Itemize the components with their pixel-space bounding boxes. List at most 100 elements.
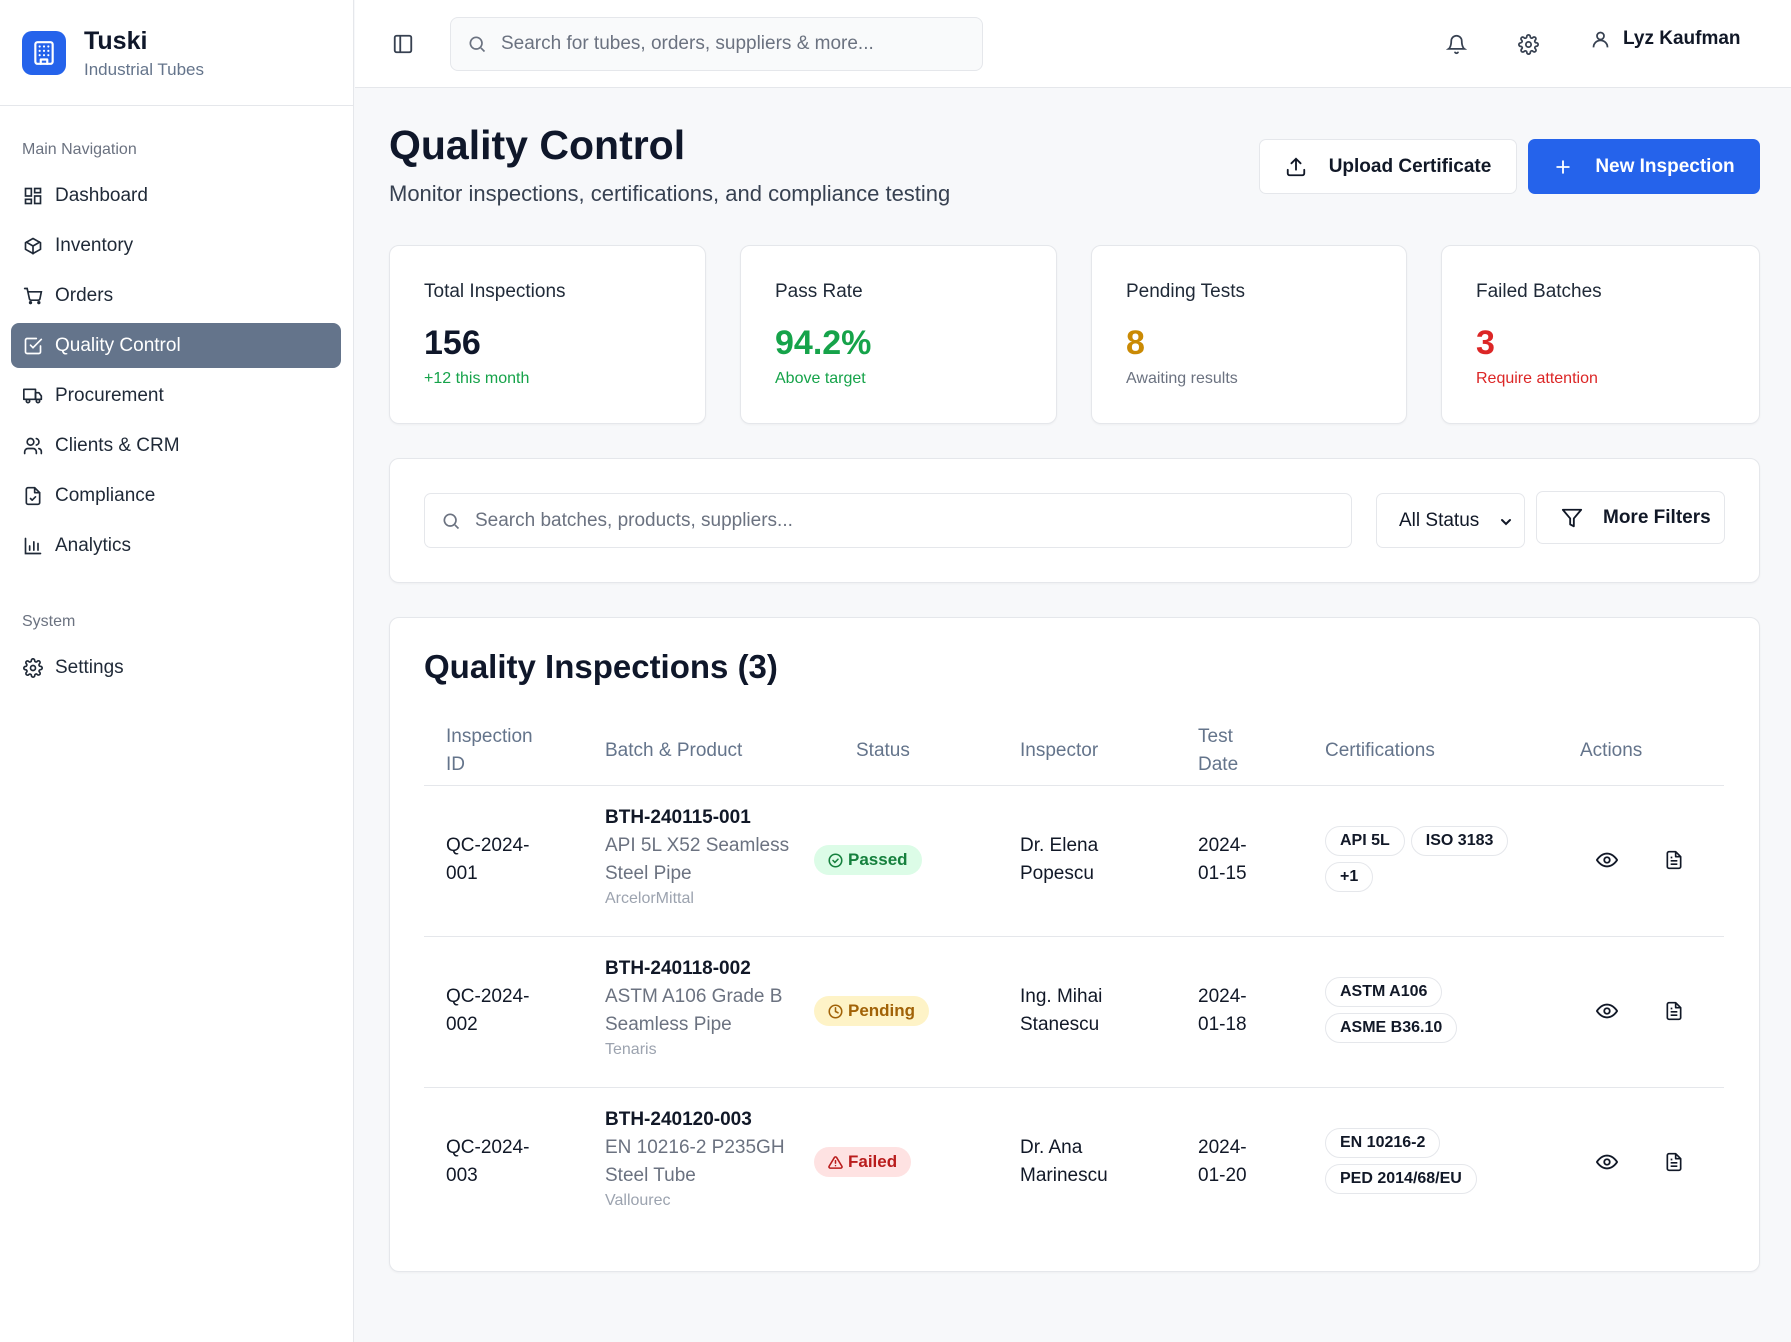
brand: Tuski Industrial Tubes	[0, 0, 353, 106]
cert-badge: ISO 3183	[1410, 826, 1509, 856]
sidebar-item-label: Compliance	[55, 484, 156, 506]
cert-badge: EN 10216-2	[1325, 1128, 1441, 1158]
stat-value: 3	[1476, 324, 1495, 362]
sidebar-item-inventory[interactable]: Inventory	[11, 223, 341, 268]
batch-search-input[interactable]	[475, 509, 1351, 532]
batch-product: BTH-240115-001 API 5L X52 Seamless Steel…	[605, 804, 789, 910]
stat-note: Awaiting results	[1126, 370, 1238, 387]
col-header-status: Status	[856, 740, 910, 761]
cert-badge: PED 2014/68/EU	[1325, 1164, 1477, 1194]
inspections-table-card: Quality Inspections (3) Inspection ID Ba…	[389, 617, 1760, 1272]
sidebar-item-orders[interactable]: Orders	[11, 273, 341, 318]
bar-chart-icon	[24, 537, 42, 554]
global-search-input[interactable]	[501, 33, 982, 55]
stat-note: Require attention	[1476, 370, 1598, 387]
batch-product: BTH-240120-003 EN 10216-2 P235GH Steel T…	[605, 1106, 785, 1212]
col-header-id-line1: Inspection	[446, 726, 533, 747]
status-select[interactable]: All Status	[1376, 493, 1525, 548]
sidebar: Tuski Industrial Tubes Main Navigation D…	[0, 0, 354, 1342]
nav-section-main: Main Navigation	[22, 141, 137, 158]
stat-value: 156	[424, 324, 481, 362]
more-filters-button[interactable]: More Filters	[1536, 491, 1725, 544]
inspector-line2: Stanescu	[1020, 1014, 1100, 1035]
chevron-down-icon	[1501, 519, 1511, 526]
warning-triangle-icon	[828, 1155, 843, 1169]
view-eye-icon[interactable]	[1591, 1146, 1623, 1178]
test-date-line1: 2024-	[1198, 1137, 1247, 1158]
bell-icon[interactable]	[1440, 28, 1472, 60]
view-eye-icon[interactable]	[1591, 844, 1623, 876]
brand-subtitle: Industrial Tubes	[84, 59, 205, 79]
package-icon	[24, 237, 42, 254]
batch-id: BTH-240120-003	[605, 1109, 752, 1130]
stat-card-total: Total Inspections 156 +12 this month	[389, 245, 706, 424]
stat-label: Pending Tests	[1126, 281, 1246, 302]
truck-icon	[23, 388, 43, 403]
inspection-id: QC-2024- 003	[446, 1134, 529, 1190]
col-header-inspector: Inspector	[1020, 740, 1099, 761]
batch-id: BTH-240115-001	[605, 807, 751, 828]
test-date-line2: 01-18	[1198, 1014, 1247, 1035]
document-icon[interactable]	[1658, 844, 1690, 876]
sidebar-item-dashboard[interactable]: Dashboard	[11, 173, 341, 218]
more-filters-label: More Filters	[1603, 506, 1711, 528]
test-date-line2: 01-20	[1198, 1165, 1247, 1186]
cert-badge: ASME B36.10	[1325, 1013, 1458, 1043]
brand-name: Tuski	[84, 26, 148, 55]
gear-icon	[23, 657, 43, 678]
status-badge: Passed	[814, 845, 922, 875]
table-row: QC-2024- 002 BTH-240118-002 ASTM A106 Gr…	[424, 936, 1724, 1087]
supplier-name: Vallourec	[605, 1192, 671, 1209]
new-inspection-button[interactable]: New Inspection	[1528, 139, 1760, 194]
sidebar-item-compliance[interactable]: Compliance	[11, 473, 341, 518]
upload-certificate-label: Upload Certificate	[1328, 155, 1492, 177]
product-name-line1: API 5L X52 Seamless	[605, 835, 790, 856]
sidebar-item-clients[interactable]: Clients & CRM	[11, 423, 341, 468]
inspection-id-line2: 002	[446, 1014, 478, 1035]
test-date: 2024- 01-18	[1198, 983, 1247, 1039]
search-icon	[443, 513, 460, 529]
stat-label: Pass Rate	[775, 281, 863, 302]
topbar: Lyz Kaufman	[355, 0, 1791, 88]
view-eye-icon[interactable]	[1591, 995, 1623, 1027]
sidebar-item-analytics[interactable]: Analytics	[11, 523, 341, 568]
inspector-line2: Popescu	[1020, 863, 1094, 884]
inspector-line1: Ing. Mihai	[1020, 986, 1103, 1007]
settings-gear-icon[interactable]	[1512, 28, 1544, 60]
inspection-id: QC-2024- 002	[446, 983, 529, 1039]
status-text: Pending	[848, 1001, 916, 1020]
sidebar-toggle-icon[interactable]	[387, 28, 419, 60]
sidebar-item-label: Analytics	[55, 534, 132, 556]
inspector: Dr. Elena Popescu	[1020, 832, 1098, 888]
cart-icon	[23, 287, 43, 304]
new-inspection-label: New Inspection	[1595, 155, 1735, 177]
inspector: Ing. Mihai Stanescu	[1020, 983, 1102, 1039]
filter-icon	[1561, 508, 1583, 527]
upload-certificate-button[interactable]: Upload Certificate	[1259, 139, 1517, 194]
sidebar-item-procurement[interactable]: Procurement	[11, 373, 341, 418]
user-menu[interactable]: Lyz Kaufman	[1590, 28, 1741, 50]
status-badge: Pending	[814, 996, 930, 1026]
batch-search	[424, 493, 1352, 548]
inspector-line1: Dr. Elena	[1020, 835, 1099, 856]
certifications: ASTM A106 ASME B36.10	[1325, 977, 1505, 1049]
stat-card-pending: Pending Tests 8 Awaiting results	[1091, 245, 1407, 424]
page-subtitle: Monitor inspections, certifications, and…	[389, 181, 951, 206]
inspector-line1: Dr. Ana	[1020, 1137, 1083, 1158]
col-header-date-line2: Date	[1198, 754, 1239, 775]
global-search	[450, 17, 983, 71]
table-title: Quality Inspections (3)	[424, 648, 778, 685]
product-name-line2: Seamless Pipe	[605, 1014, 732, 1035]
file-check-icon	[25, 486, 41, 505]
status-text: Passed	[848, 850, 908, 869]
cert-badge-more[interactable]: +1	[1325, 862, 1374, 892]
sidebar-item-settings[interactable]: Settings	[11, 645, 341, 690]
document-icon[interactable]	[1658, 995, 1690, 1027]
sidebar-item-label: Orders	[55, 284, 114, 306]
upload-icon	[1286, 156, 1305, 176]
product-name-line1: EN 10216-2 P235GH	[605, 1137, 785, 1158]
sidebar-item-quality-control[interactable]: Quality Control	[11, 323, 341, 368]
stat-value: 94.2%	[775, 324, 872, 362]
plus-icon	[1556, 159, 1571, 174]
document-icon[interactable]	[1658, 1146, 1690, 1178]
